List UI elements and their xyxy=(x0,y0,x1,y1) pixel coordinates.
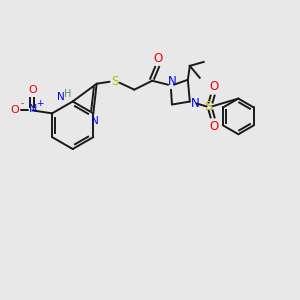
Text: N: N xyxy=(168,75,176,88)
Text: H: H xyxy=(64,88,71,98)
Text: S: S xyxy=(111,75,118,88)
Text: N: N xyxy=(29,104,38,114)
Text: -: - xyxy=(21,99,24,108)
Text: O: O xyxy=(209,120,218,133)
Text: O: O xyxy=(28,85,37,94)
Text: O: O xyxy=(154,52,163,65)
Text: N: N xyxy=(57,92,65,101)
Text: N: N xyxy=(92,116,99,126)
Text: O: O xyxy=(209,80,218,93)
Text: +: + xyxy=(37,99,44,108)
Text: S: S xyxy=(205,100,213,113)
Text: N: N xyxy=(190,97,199,110)
Text: O: O xyxy=(10,105,19,116)
